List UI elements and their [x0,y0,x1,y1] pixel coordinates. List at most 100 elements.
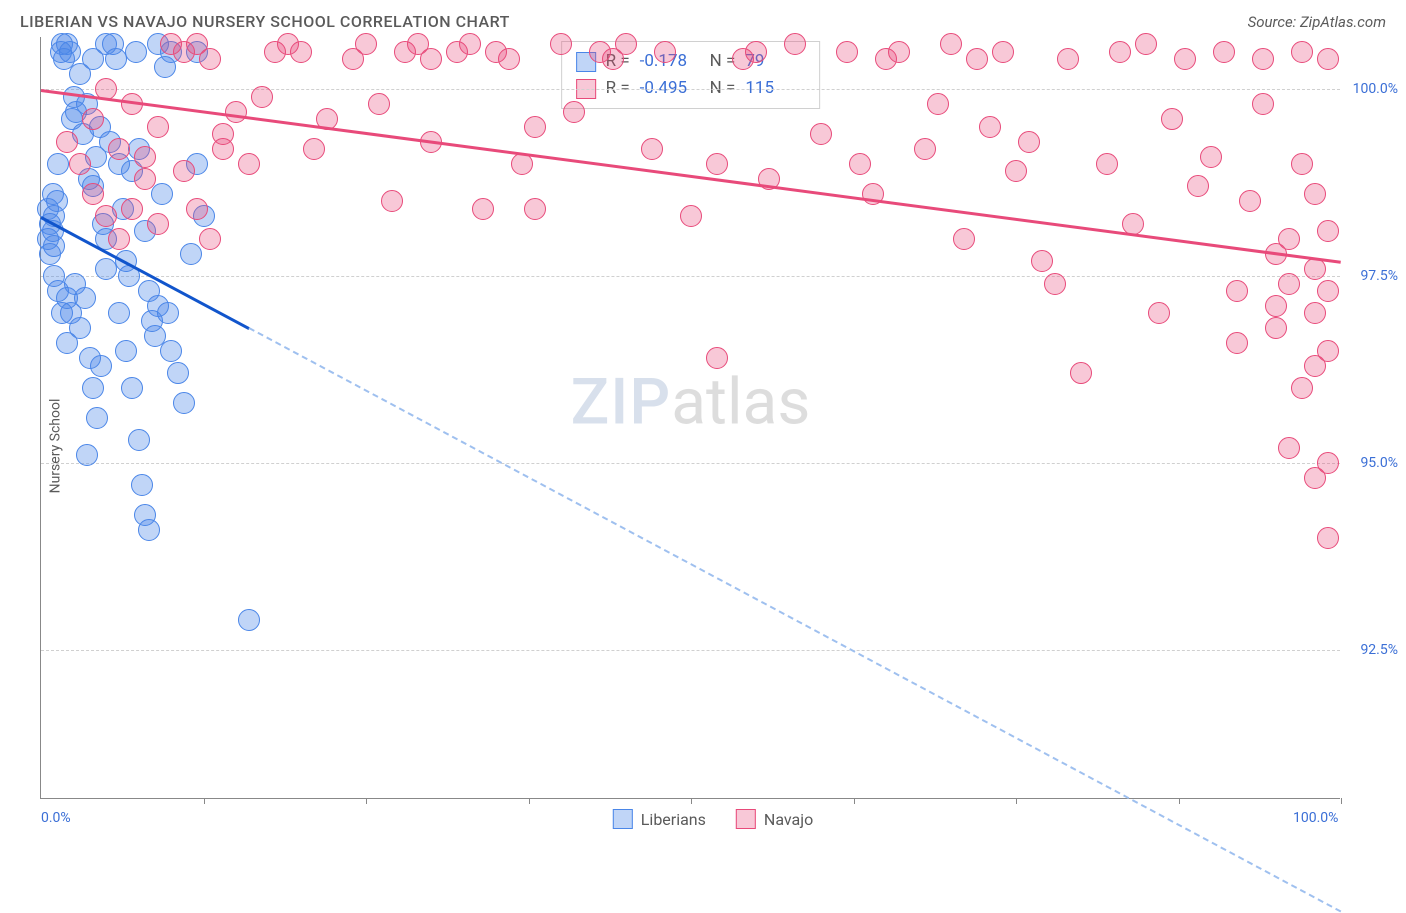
data-point [46,190,68,212]
x-tick [691,798,692,804]
data-point [157,302,179,324]
data-point [199,48,221,70]
gridline [41,463,1340,464]
data-point [225,101,247,123]
data-point [108,138,130,160]
data-point [654,41,676,63]
data-point [90,355,112,377]
data-point [212,138,234,160]
data-point [47,280,69,302]
data-point [47,153,69,175]
data-point [1317,452,1339,474]
data-point [524,198,546,220]
data-point [979,116,1001,138]
data-point [1317,280,1339,302]
data-point [550,33,572,55]
data-point [1278,228,1300,250]
data-point [1291,41,1313,63]
data-point [1109,41,1131,63]
data-point [355,33,377,55]
data-point [1252,93,1274,115]
x-tick [1179,798,1180,804]
data-point [1135,33,1157,55]
data-point [95,33,117,55]
data-point [56,131,78,153]
data-point [199,228,221,250]
data-point [680,205,702,227]
data-point [966,48,988,70]
data-point [82,183,104,205]
data-point [180,243,202,265]
x-tick [529,798,530,804]
data-point [82,377,104,399]
data-point [472,198,494,220]
data-point [151,183,173,205]
data-point [1317,527,1339,549]
trend-line [41,89,1341,264]
data-point [1317,48,1339,70]
gridline [41,276,1340,277]
data-point [1200,146,1222,168]
data-point [1174,48,1196,70]
data-point [1265,295,1287,317]
data-point [1148,302,1170,324]
data-point [86,407,108,429]
data-point [1187,175,1209,197]
data-point [784,33,806,55]
data-point [1304,183,1326,205]
data-point [121,377,143,399]
chart-title: LIBERIAN VS NAVAJO NURSERY SCHOOL CORREL… [20,12,510,31]
legend-label: Liberians [641,810,706,829]
data-point [138,519,160,541]
data-point [125,41,147,63]
data-point [641,138,663,160]
data-point [1226,332,1248,354]
y-tick-label: 95.0% [1360,455,1398,471]
data-point [498,48,520,70]
data-point [888,41,910,63]
data-point [1317,220,1339,242]
y-tick-label: 100.0% [1353,81,1398,97]
x-tick [366,798,367,804]
x-tick [854,798,855,804]
legend-item: Navajo [736,809,813,829]
data-point [147,116,169,138]
data-point [167,362,189,384]
data-point [173,392,195,414]
data-point [1031,250,1053,272]
data-point [1005,160,1027,182]
data-point [849,153,871,175]
data-point [1044,273,1066,295]
data-point [1213,41,1235,63]
data-point [836,41,858,63]
data-point [420,48,442,70]
data-point [186,198,208,220]
gridline [41,650,1340,651]
data-point [115,340,137,362]
x-axis-label: 100.0% [1293,810,1338,826]
data-point [953,228,975,250]
y-tick-label: 92.5% [1360,642,1398,658]
data-point [76,444,98,466]
x-tick [1341,798,1342,804]
data-point [368,93,390,115]
data-point [1161,108,1183,130]
data-point [39,243,61,265]
scatter-plot: ZIPatlas R = -0.178 N = 79 R = -0.495 N … [40,37,1340,799]
data-point [173,160,195,182]
data-point [160,340,182,362]
data-point [992,41,1014,63]
data-point [147,213,169,235]
data-point [1291,377,1313,399]
source-label: Source: ZipAtlas.com [1248,13,1386,31]
data-point [1096,153,1118,175]
data-point [1265,317,1287,339]
data-point [459,33,481,55]
data-point [95,258,117,280]
legend-swatch [613,809,633,829]
x-axis-label: 0.0% [41,810,71,826]
data-point [706,347,728,369]
data-point [1304,302,1326,324]
data-point [706,153,728,175]
data-point [1252,48,1274,70]
